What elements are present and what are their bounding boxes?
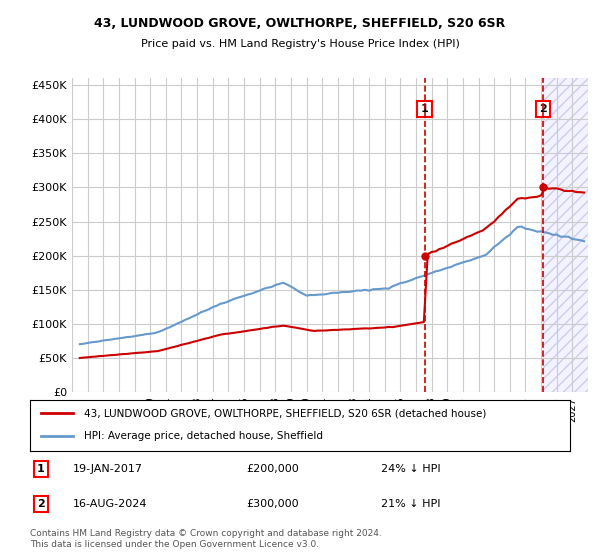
Bar (543, 78, 588, 392)
Text: £200,000: £200,000 (246, 464, 299, 474)
Text: 1: 1 (421, 104, 428, 114)
Bar (543, 78, 588, 392)
Text: 2: 2 (539, 104, 547, 114)
Text: 21% ↓ HPI: 21% ↓ HPI (381, 499, 440, 509)
Text: HPI: Average price, detached house, Sheffield: HPI: Average price, detached house, Shef… (84, 431, 323, 441)
Text: Price paid vs. HM Land Registry's House Price Index (HPI): Price paid vs. HM Land Registry's House … (140, 39, 460, 49)
Text: 24% ↓ HPI: 24% ↓ HPI (381, 464, 440, 474)
Text: 43, LUNDWOOD GROVE, OWLTHORPE, SHEFFIELD, S20 6SR (detached house): 43, LUNDWOOD GROVE, OWLTHORPE, SHEFFIELD… (84, 408, 487, 418)
Text: 1: 1 (37, 464, 44, 474)
Text: 43, LUNDWOOD GROVE, OWLTHORPE, SHEFFIELD, S20 6SR: 43, LUNDWOOD GROVE, OWLTHORPE, SHEFFIELD… (94, 17, 506, 30)
Text: 19-JAN-2017: 19-JAN-2017 (73, 464, 143, 474)
Text: 16-AUG-2024: 16-AUG-2024 (73, 499, 148, 509)
Text: 2: 2 (37, 499, 44, 509)
Text: Contains HM Land Registry data © Crown copyright and database right 2024.
This d: Contains HM Land Registry data © Crown c… (30, 529, 382, 549)
Text: £300,000: £300,000 (246, 499, 299, 509)
